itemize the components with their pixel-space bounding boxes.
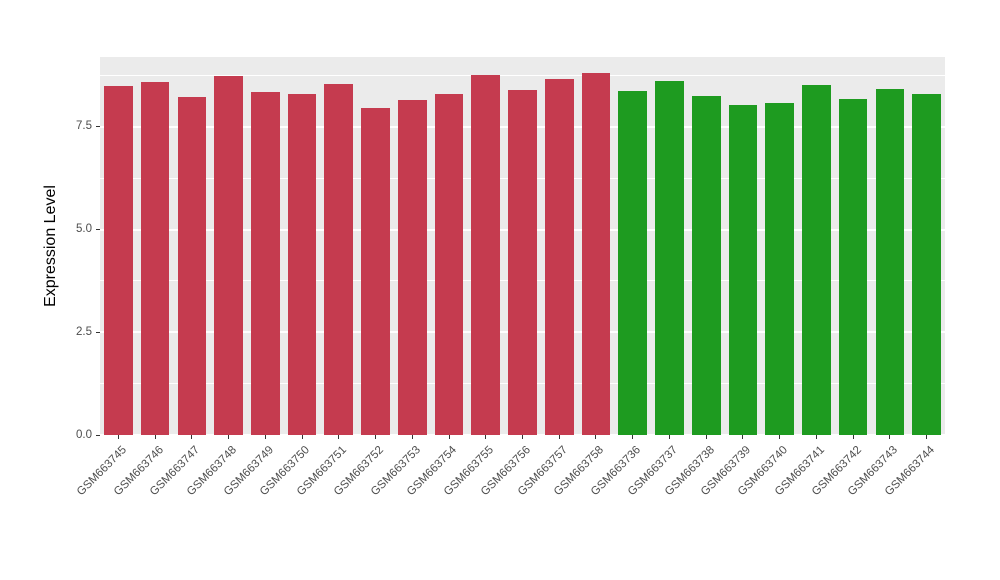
bar-GSM663737 [655, 80, 684, 435]
bar-GSM663753 [397, 99, 427, 435]
bar-GSM663757 [544, 78, 574, 435]
y-tick-label: 0.0 [76, 428, 92, 441]
y-tick-mark [96, 331, 100, 333]
minor-gridline [100, 75, 945, 76]
x-tick-mark [264, 435, 266, 439]
bar-GSM663746 [140, 82, 170, 435]
plot-panel [100, 57, 945, 436]
x-tick-mark [411, 435, 413, 439]
x-tick-mark [228, 435, 230, 439]
x-tick-mark [595, 435, 597, 439]
x-tick-mark [558, 435, 560, 439]
bar-GSM663741 [802, 84, 831, 435]
x-tick-mark [448, 435, 450, 439]
y-tick-label: 2.5 [76, 325, 92, 338]
bar-GSM663742 [838, 98, 868, 435]
x-tick-mark [889, 435, 891, 439]
bar-GSM663750 [287, 93, 317, 435]
x-tick-mark [668, 435, 670, 439]
bar-GSM663736 [618, 90, 648, 435]
x-tick-mark [191, 435, 193, 439]
bar-GSM663747 [177, 96, 207, 435]
x-tick-mark [926, 435, 928, 439]
bar-GSM663751 [324, 83, 354, 435]
x-tick-mark [117, 435, 119, 439]
bar-GSM663748 [214, 75, 243, 435]
y-tick-mark [96, 434, 100, 436]
y-tick-mark [96, 126, 100, 128]
x-tick-mark [154, 435, 156, 439]
x-tick-mark [852, 435, 854, 439]
bar-GSM663743 [875, 89, 905, 435]
x-tick-mark [485, 435, 487, 439]
bar-GSM663754 [434, 93, 464, 435]
bar-GSM663752 [361, 108, 390, 435]
x-tick-mark [301, 435, 303, 439]
bar-GSM663738 [691, 96, 721, 435]
bar-GSM663755 [471, 74, 501, 435]
x-tick-mark [815, 435, 817, 439]
y-tick-label: 7.5 [76, 120, 92, 133]
bar-GSM663740 [765, 103, 794, 435]
bar-GSM663745 [104, 85, 133, 435]
y-axis-title-text: Expression Level [42, 185, 59, 307]
x-tick-mark [338, 435, 340, 439]
x-tick-mark [632, 435, 634, 439]
x-tick-mark [742, 435, 744, 439]
x-tick-mark [375, 435, 377, 439]
y-tick-mark [96, 229, 100, 231]
bar-GSM663744 [912, 93, 941, 435]
bar-GSM663739 [728, 105, 758, 435]
bar-GSM663749 [250, 91, 280, 435]
bar-GSM663756 [508, 89, 537, 435]
x-tick-mark [522, 435, 523, 439]
x-tick-mark [705, 435, 707, 439]
x-tick-mark [779, 435, 781, 439]
y-tick-label: 5.0 [76, 223, 92, 236]
bar-GSM663758 [581, 73, 611, 435]
